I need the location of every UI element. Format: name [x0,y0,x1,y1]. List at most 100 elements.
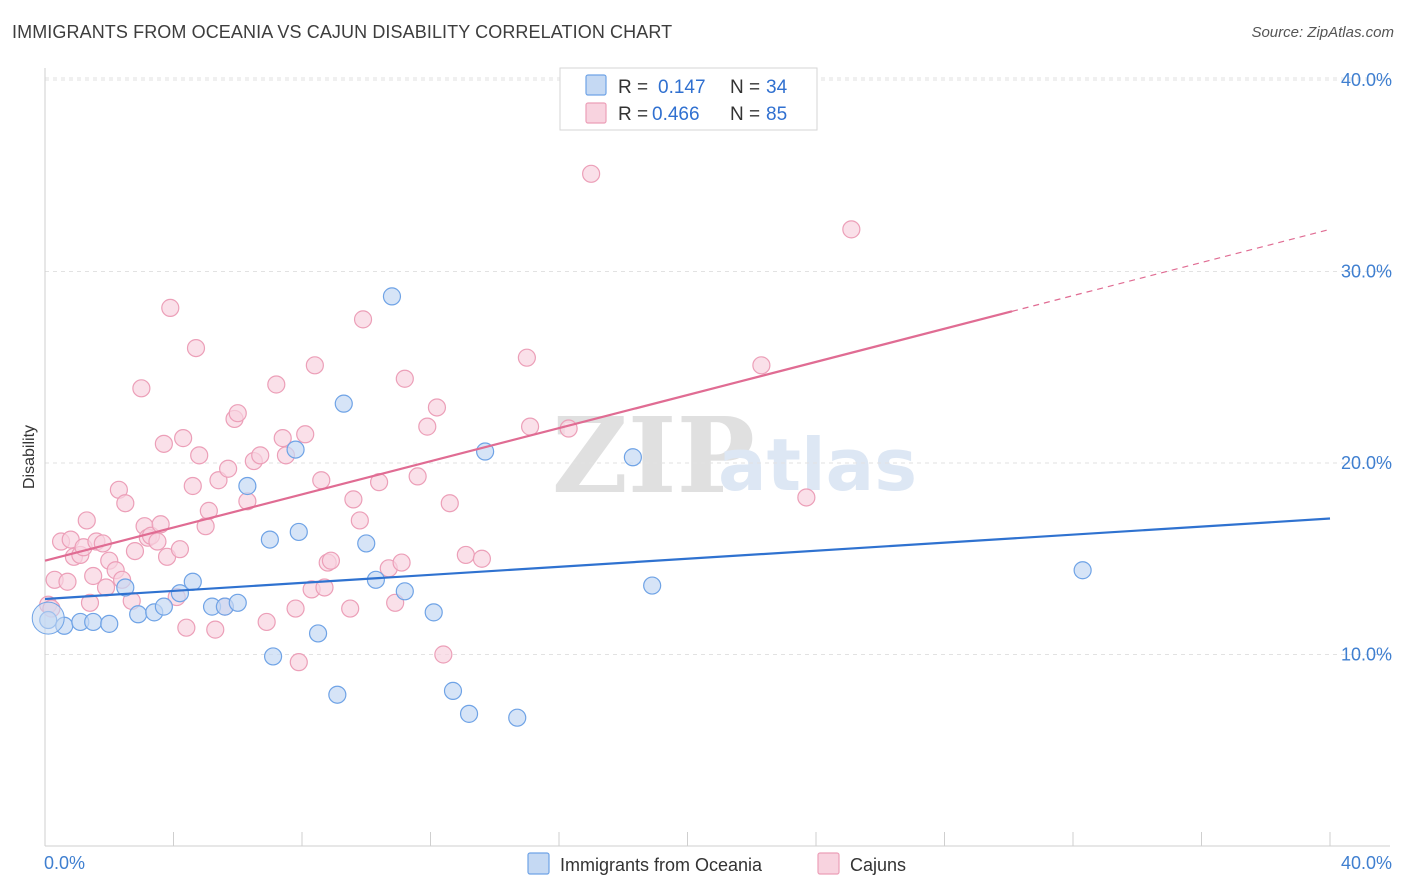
point-cajuns [408,467,427,486]
point-cajuns [418,417,437,436]
legend-n-value-cajuns: 85 [766,104,787,125]
point-oceania [366,570,385,589]
point-cajuns [517,348,536,367]
point-oceania [643,576,662,595]
point-cajuns [132,379,151,398]
point-cajuns [344,490,363,509]
x-axis-ticks [44,832,1331,846]
point-cajuns [350,511,369,530]
point-oceania [382,287,402,306]
point-cajuns [315,578,334,597]
bottom-legend-label-oceania: Immigrants from Oceania [560,855,763,875]
point-cajuns [797,488,816,507]
y-tick-label: 20.0% [1341,453,1392,473]
watermark: ZIP atlas [552,394,917,517]
point-cajuns [353,310,373,329]
point-oceania [508,708,527,727]
point-oceania [100,614,119,633]
watermark-atlas: atlas [718,423,917,507]
point-cajuns [183,476,202,496]
point-cajuns [296,425,315,444]
point-cajuns [177,618,196,637]
legend-r-value-cajuns: 0.466 [652,104,700,125]
point-oceania [84,612,103,632]
point-cajuns [125,541,145,561]
point-oceania [260,530,279,549]
point-oceania [459,704,479,723]
y-tick-label: 40.0% [1341,70,1392,90]
point-cajuns [392,553,411,572]
point-cajuns [472,549,491,568]
point-oceania [238,476,257,496]
point-oceania [129,605,148,624]
legend-n-label-cajuns: N = [730,104,760,125]
bottom-legend-swatch-cajuns [817,852,840,875]
point-oceania [289,522,308,542]
point-cajuns [582,164,601,183]
point-cajuns [151,515,170,534]
point-cajuns [842,220,861,239]
point-oceania [334,394,353,413]
data-points [31,164,1092,727]
gridlines [45,77,1390,655]
point-oceania [443,681,463,700]
point-cajuns [273,429,292,448]
point-oceania [183,572,202,591]
point-cajuns [289,653,308,672]
point-oceania [395,582,414,601]
y-tick-label: 30.0% [1341,262,1392,282]
trend-line-cajuns [44,310,1013,562]
point-cajuns [395,369,414,388]
bottom-legend-swatch-oceania [527,852,550,875]
legend-swatch-oceania [585,74,607,96]
point-cajuns [84,566,103,586]
point-oceania [286,440,305,459]
point-cajuns [341,599,360,618]
legend-r-label-oceania: R = [618,77,648,98]
point-cajuns [434,645,453,664]
x-tick-label-min: 0.0% [44,853,85,873]
point-cajuns [267,375,286,394]
trend-line-cajuns-extension [1011,228,1331,312]
point-oceania [263,647,283,666]
point-cajuns [116,494,135,513]
point-cajuns [206,620,225,639]
point-cajuns [321,551,341,570]
point-cajuns [190,446,209,465]
point-oceania [1073,561,1092,580]
point-cajuns [440,494,459,513]
point-cajuns [80,593,100,612]
trend-line-oceania [44,517,1331,601]
point-cajuns [228,404,247,423]
point-oceania-cluster [31,601,65,635]
point-oceania [170,584,190,603]
point-cajuns [559,419,578,438]
point-oceania [308,624,328,643]
point-cajuns [257,612,276,632]
point-cajuns [219,459,238,478]
point-oceania [623,448,642,467]
point-cajuns [77,511,96,530]
point-oceania [228,593,247,612]
point-cajuns [170,540,190,559]
point-oceania [424,603,443,622]
legend-r-value-oceania: 0.147 [658,77,706,98]
point-cajuns [58,572,77,591]
point-cajuns [174,429,193,448]
point-oceania [154,597,173,616]
point-cajuns [312,471,331,490]
point-cajuns [520,417,540,436]
watermark-zip: ZIP [552,394,755,517]
point-oceania [328,685,347,704]
source-credit: Source: ZipAtlas.com [1251,24,1394,41]
point-oceania [116,578,135,597]
x-tick-label-max: 40.0% [1341,853,1392,873]
chart-title: IMMIGRANTS FROM OCEANIA VS CAJUN DISABIL… [12,22,673,42]
point-cajuns [186,339,206,358]
series-legend: Immigrants from Oceania Cajuns [527,852,906,875]
bottom-legend-label-cajuns: Cajuns [850,855,906,875]
point-cajuns [456,545,475,565]
point-cajuns [427,398,447,417]
point-cajuns [154,434,173,453]
